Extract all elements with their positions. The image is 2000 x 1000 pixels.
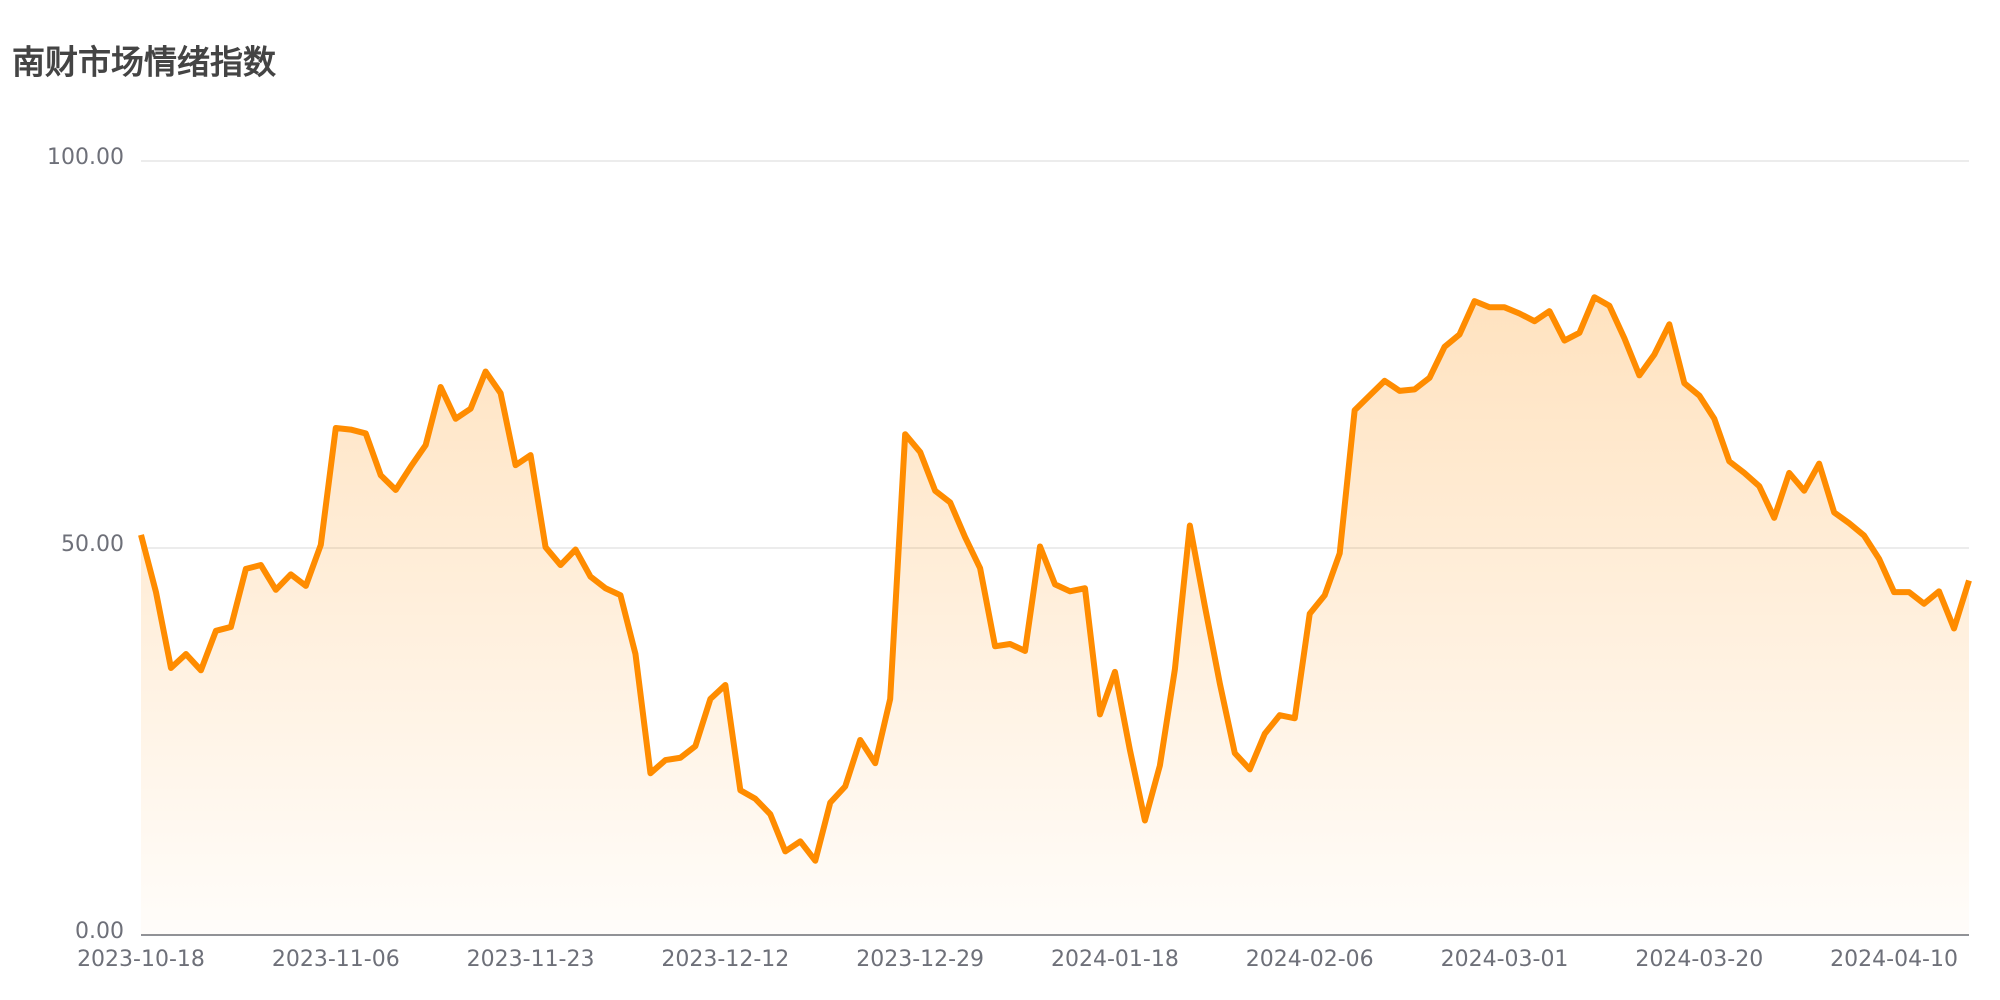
x-tick-label: 2023-12-29 — [856, 947, 984, 972]
y-tick-label: 50.00 — [61, 532, 124, 557]
x-tick-label: 2023-10-18 — [77, 947, 205, 972]
y-tick-label: 100.00 — [47, 145, 124, 170]
x-tick-label: 2024-03-20 — [1635, 947, 1763, 972]
x-tick-label: 2023-12-12 — [661, 947, 789, 972]
x-tick-label: 2024-02-06 — [1246, 947, 1374, 972]
x-tick-label: 2024-01-18 — [1051, 947, 1179, 972]
x-tick-label: 2024-04-10 — [1830, 947, 1958, 972]
x-tick-label: 2023-11-06 — [272, 947, 400, 972]
area — [141, 297, 1969, 936]
x-tick-label: 2024-03-01 — [1441, 947, 1569, 972]
line — [138, 294, 1972, 864]
y-tick-label: 0.00 — [75, 919, 124, 944]
x-tick-label: 2023-11-23 — [467, 947, 595, 972]
chart-title: 南财市场情绪指数 — [12, 43, 277, 82]
